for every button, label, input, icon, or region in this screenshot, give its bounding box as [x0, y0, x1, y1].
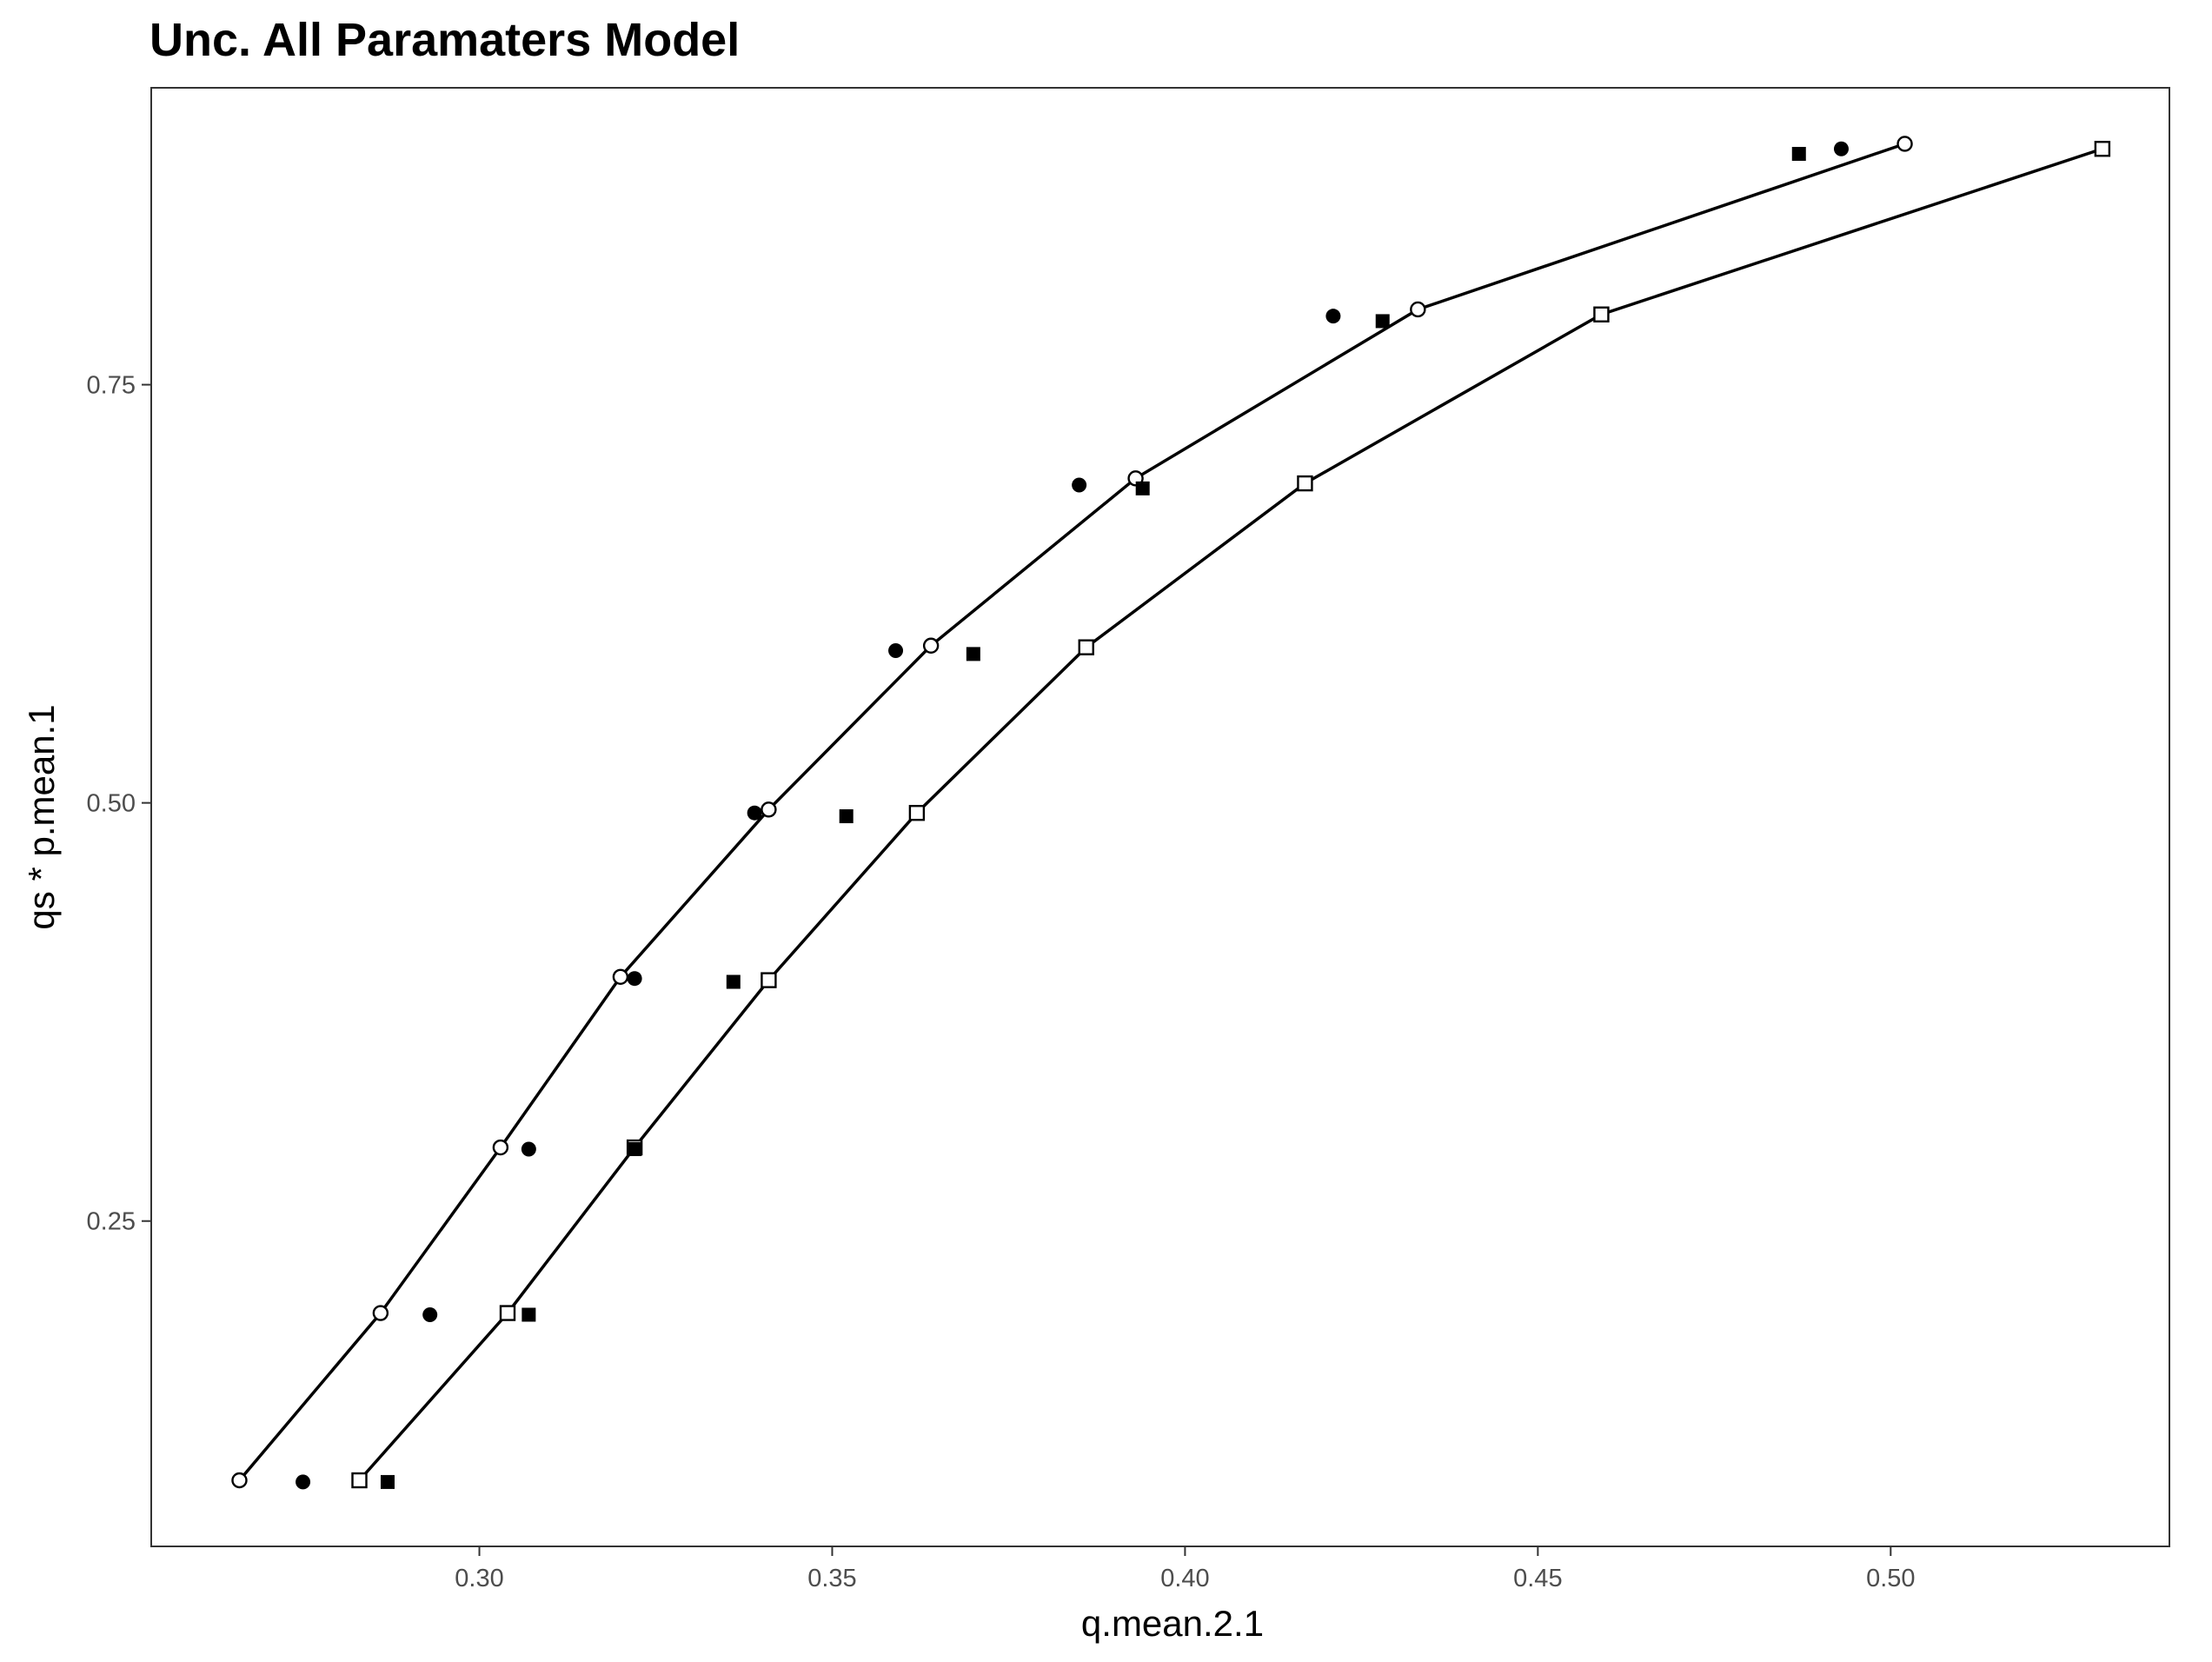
data-point-open-square: [908, 804, 926, 821]
y-tick-label: 0.25: [87, 1208, 136, 1236]
chart-title: Unc. All Paramaters Model: [149, 14, 740, 66]
data-point-filled-circle: [521, 1141, 536, 1157]
data-point-open-circle: [231, 1472, 248, 1489]
data-point-filled-circle: [1325, 309, 1341, 324]
data-point-open-circle: [1896, 136, 1913, 152]
data-point-open-circle: [372, 1305, 389, 1321]
data-point-open-square: [1078, 639, 1094, 655]
data-point-filled-square: [1135, 481, 1150, 495]
data-point-open-circle: [761, 801, 777, 818]
x-tick-label: 0.30: [455, 1565, 503, 1592]
plot-panel: [150, 87, 2170, 1547]
x-tick-label: 0.35: [807, 1565, 856, 1592]
data-point-open-circle: [612, 968, 629, 985]
data-point-open-square: [1593, 306, 1610, 322]
x-axis: 0.30 0.35 0.40 0.45 0.50: [455, 1546, 1916, 1592]
data-point-open-square: [1297, 475, 1313, 492]
data-point-filled-square: [1375, 314, 1390, 329]
data-point-filled-square: [628, 1141, 642, 1156]
x-tick-label: 0.50: [1866, 1565, 1915, 1592]
data-point-filled-square: [726, 974, 741, 989]
data-point-open-square: [499, 1305, 516, 1321]
data-point-filled-circle: [422, 1306, 438, 1322]
x-tick-label: 0.45: [1513, 1565, 1562, 1592]
data-point-filled-square: [839, 809, 854, 824]
data-point-filled-circle: [1072, 477, 1087, 493]
data-point-open-square: [761, 972, 777, 988]
data-point-open-circle: [1410, 301, 1426, 318]
x-axis-title: q.mean.2.1: [1081, 1603, 1264, 1644]
y-tick-label: 0.75: [87, 372, 136, 400]
data-point-filled-circle: [888, 643, 904, 659]
data-point-open-circle: [922, 637, 940, 654]
data-point-open-circle: [492, 1139, 509, 1156]
y-axis: 0.25 0.50 0.75: [87, 372, 151, 1236]
data-point-filled-circle: [1833, 141, 1849, 156]
data-point-filled-square: [966, 647, 980, 661]
data-point-filled-square: [521, 1307, 536, 1322]
data-point-open-square: [351, 1472, 368, 1489]
y-axis-title: qs * p.mean.1: [21, 704, 62, 929]
data-point-filled-circle: [627, 971, 642, 987]
data-point-open-square: [2094, 141, 2111, 157]
data-point-filled-circle: [296, 1474, 311, 1490]
x-tick-label: 0.40: [1160, 1565, 1209, 1592]
data-point-filled-circle: [747, 805, 762, 821]
y-tick-label: 0.50: [87, 790, 136, 818]
series-points: [231, 136, 2111, 1490]
data-point-filled-square: [1791, 147, 1806, 162]
data-point-filled-square: [380, 1474, 395, 1489]
